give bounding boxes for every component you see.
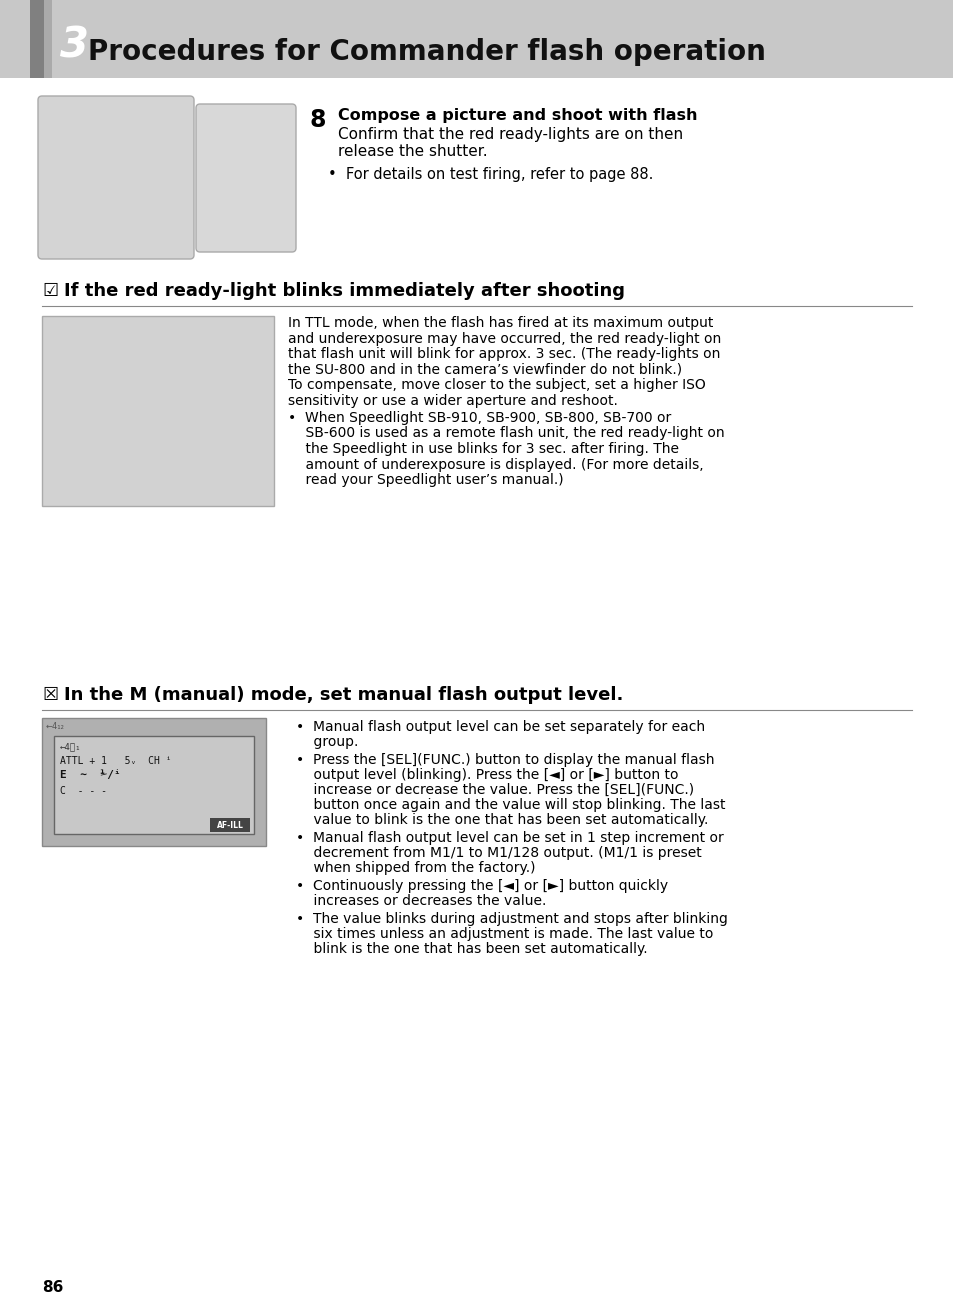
Text: 3: 3	[60, 24, 89, 66]
Text: •  Manual flash output level can be set in 1 step increment or: • Manual flash output level can be set i…	[295, 830, 723, 845]
Text: ←4₁₂: ←4₁₂	[46, 721, 65, 731]
Text: ←4⁩₁: ←4⁩₁	[60, 742, 81, 752]
Text: In TTL mode, when the flash has fired at its maximum output: In TTL mode, when the flash has fired at…	[288, 315, 713, 330]
Bar	[0, 0, 953, 78]
Bar	[42, 717, 266, 846]
Text: value to blink is the one that has been set automatically.: value to blink is the one that has been …	[295, 813, 708, 827]
FancyBboxPatch shape	[195, 104, 295, 252]
Text: 86: 86	[42, 1280, 63, 1296]
Text: increases or decreases the value.: increases or decreases the value.	[295, 894, 546, 908]
Text: button once again and the value will stop blinking. The last: button once again and the value will sto…	[295, 798, 724, 812]
Text: SB-600 is used as a remote flash unit, the red ready-light on: SB-600 is used as a remote flash unit, t…	[288, 427, 724, 440]
Text: •  Manual flash output level can be set separately for each: • Manual flash output level can be set s…	[295, 720, 704, 735]
Text: decrement from M1/1 to M1/128 output. (M1/1 is preset: decrement from M1/1 to M1/128 output. (M…	[295, 846, 701, 859]
Text: and underexposure may have occurred, the red ready-light on: and underexposure may have occurred, the…	[288, 331, 720, 346]
FancyBboxPatch shape	[38, 96, 193, 259]
Text: output level (blinking). Press the [◄] or [►] button to: output level (blinking). Press the [◄] o…	[295, 767, 678, 782]
Text: 8: 8	[310, 108, 326, 131]
Text: release the shutter.: release the shutter.	[337, 145, 487, 159]
Text: Confirm that the red ready-lights are on then: Confirm that the red ready-lights are on…	[337, 127, 682, 142]
Text: Compose a picture and shoot with flash: Compose a picture and shoot with flash	[337, 108, 697, 124]
Text: •  The value blinks during adjustment and stops after blinking: • The value blinks during adjustment and…	[295, 912, 727, 926]
Text: ☑: ☑	[42, 283, 58, 300]
Text: •  Continuously pressing the [◄] or [►] button quickly: • Continuously pressing the [◄] or [►] b…	[295, 879, 667, 894]
Text: E  ∼  ⅟/ⁱ: E ∼ ⅟/ⁱ	[60, 770, 121, 781]
Text: the SU-800 and in the camera’s viewfinder do not blink.): the SU-800 and in the camera’s viewfinde…	[288, 363, 681, 377]
Text: To compensate, move closer to the subject, set a higher ISO: To compensate, move closer to the subjec…	[288, 378, 705, 392]
Text: when shipped from the factory.): when shipped from the factory.)	[295, 861, 535, 875]
Text: six times unless an adjustment is made. The last value to: six times unless an adjustment is made. …	[295, 926, 713, 941]
Bar	[54, 736, 253, 834]
Text: the Speedlight in use blinks for 3 sec. after firing. The: the Speedlight in use blinks for 3 sec. …	[288, 442, 679, 456]
Bar	[44, 0, 52, 78]
Bar	[42, 315, 274, 506]
Text: C  - - -: C - - -	[60, 786, 107, 796]
Text: If the red ready-light blinks immediately after shooting: If the red ready-light blinks immediatel…	[64, 283, 624, 300]
Text: group.: group.	[295, 735, 358, 749]
Bar	[210, 819, 250, 832]
Text: that flash unit will blink for approx. 3 sec. (The ready-lights on: that flash unit will blink for approx. 3…	[288, 347, 720, 361]
Text: read your Speedlight user’s manual.): read your Speedlight user’s manual.)	[288, 473, 563, 487]
Text: •  For details on test firing, refer to page 88.: • For details on test firing, refer to p…	[328, 167, 653, 183]
Text: •  When Speedlight SB-910, SB-900, SB-800, SB-700 or: • When Speedlight SB-910, SB-900, SB-800…	[288, 411, 671, 424]
Text: increase or decrease the value. Press the [SEL](FUNC.): increase or decrease the value. Press th…	[295, 783, 694, 798]
Text: ☒: ☒	[42, 686, 58, 704]
Text: sensitivity or use a wider aperture and reshoot.: sensitivity or use a wider aperture and …	[288, 393, 618, 407]
Text: In the M (manual) mode, set manual flash output level.: In the M (manual) mode, set manual flash…	[64, 686, 622, 704]
Text: ATTL + 1   5ᵥ  CH ⁱ: ATTL + 1 5ᵥ CH ⁱ	[60, 756, 172, 766]
Text: •  Press the [SEL](FUNC.) button to display the manual flash: • Press the [SEL](FUNC.) button to displ…	[295, 753, 714, 767]
Text: amount of underexposure is displayed. (For more details,: amount of underexposure is displayed. (F…	[288, 457, 703, 472]
Bar	[30, 0, 52, 78]
Text: blink is the one that has been set automatically.: blink is the one that has been set autom…	[295, 942, 647, 957]
Text: AF‑ILL: AF‑ILL	[216, 820, 243, 829]
Text: Procedures for Commander flash operation: Procedures for Commander flash operation	[88, 38, 765, 66]
